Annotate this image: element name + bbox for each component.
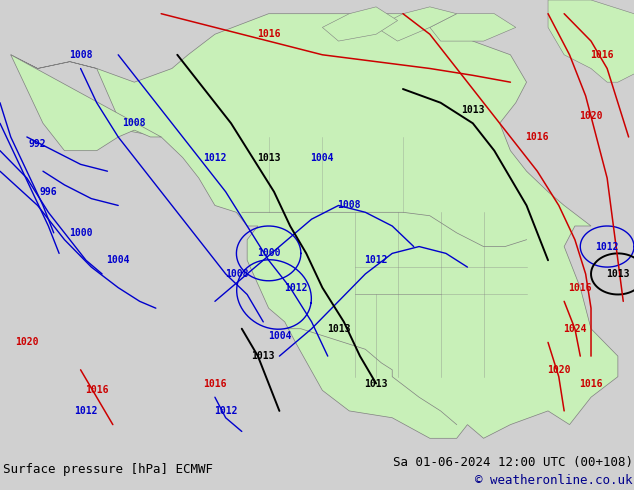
Text: 1012: 1012 bbox=[74, 406, 98, 416]
Text: 1013: 1013 bbox=[327, 324, 350, 334]
Text: 1016: 1016 bbox=[569, 283, 592, 293]
Polygon shape bbox=[430, 14, 516, 41]
Text: 1013: 1013 bbox=[365, 378, 388, 389]
Text: 1016: 1016 bbox=[579, 378, 603, 389]
Polygon shape bbox=[376, 7, 456, 41]
Text: 1016: 1016 bbox=[203, 378, 227, 389]
Polygon shape bbox=[548, 0, 634, 82]
Text: 996: 996 bbox=[39, 187, 57, 197]
Text: 1012: 1012 bbox=[284, 283, 307, 293]
Polygon shape bbox=[11, 55, 161, 150]
Text: 1004: 1004 bbox=[311, 152, 334, 163]
Text: 992: 992 bbox=[29, 139, 46, 149]
Text: 1016: 1016 bbox=[85, 385, 108, 395]
Text: 1016: 1016 bbox=[526, 132, 549, 142]
Text: 1013: 1013 bbox=[606, 269, 630, 279]
Text: 1000: 1000 bbox=[69, 228, 93, 238]
Text: 1016: 1016 bbox=[590, 50, 614, 60]
Text: 1008: 1008 bbox=[122, 118, 146, 128]
Text: 1013: 1013 bbox=[257, 152, 280, 163]
Text: 1000: 1000 bbox=[257, 248, 280, 258]
Text: 1012: 1012 bbox=[365, 255, 388, 265]
Text: 1020: 1020 bbox=[15, 338, 39, 347]
Text: Surface pressure [hPa] ECMWF: Surface pressure [hPa] ECMWF bbox=[3, 463, 213, 476]
Polygon shape bbox=[322, 7, 398, 41]
Text: 1020: 1020 bbox=[579, 111, 603, 122]
Text: 1016: 1016 bbox=[257, 29, 280, 39]
Text: 1008: 1008 bbox=[337, 200, 361, 210]
Text: 1004: 1004 bbox=[107, 255, 130, 265]
Polygon shape bbox=[11, 14, 618, 438]
Text: 1013: 1013 bbox=[461, 104, 484, 115]
Text: 1008: 1008 bbox=[69, 50, 93, 60]
Text: 1008: 1008 bbox=[224, 269, 248, 279]
Text: © weatheronline.co.uk: © weatheronline.co.uk bbox=[476, 474, 633, 487]
Text: 1012: 1012 bbox=[203, 152, 227, 163]
Text: Sa 01-06-2024 12:00 UTC (00+108): Sa 01-06-2024 12:00 UTC (00+108) bbox=[392, 456, 633, 469]
Text: 1004: 1004 bbox=[268, 331, 291, 341]
Text: 1013: 1013 bbox=[252, 351, 275, 361]
Text: 1012: 1012 bbox=[595, 242, 619, 251]
Text: 1020: 1020 bbox=[547, 365, 571, 375]
Text: 1024: 1024 bbox=[563, 324, 586, 334]
Text: 1012: 1012 bbox=[214, 406, 237, 416]
